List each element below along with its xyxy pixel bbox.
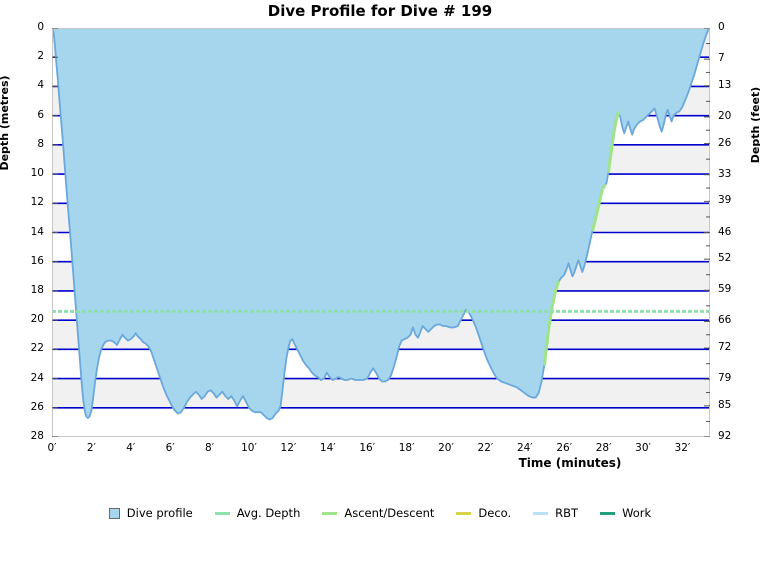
y-tick-left: 22	[30, 342, 44, 355]
legend-label: Avg. Depth	[236, 506, 301, 520]
chart-legend: Dive profile Avg. Depth Ascent/Descent Deco…	[0, 503, 760, 523]
legend-item[interactable]: Deco.	[456, 506, 511, 520]
y-tick-left: 14	[30, 225, 44, 238]
dive-profile-line	[52, 28, 710, 421]
y-tick-right: 13	[718, 78, 732, 91]
x-tick: 28′	[595, 442, 612, 454]
y-tick-left: 18	[30, 283, 44, 296]
ascent-descent-line	[542, 280, 560, 366]
legend-swatch-line-icon	[322, 511, 338, 515]
grid-band	[52, 378, 710, 408]
y-tick-right: 79	[718, 372, 732, 385]
x-tick: 32′	[674, 442, 691, 454]
legend-label: RBT	[555, 506, 579, 520]
x-tick: 6′	[165, 442, 175, 454]
legend-item[interactable]: Work	[600, 506, 651, 520]
x-tick: 12′	[280, 442, 297, 454]
legend-item[interactable]: Dive profile	[108, 506, 193, 520]
y-tick-left: 16	[30, 254, 44, 267]
x-tick: 0′	[47, 442, 57, 454]
y-tick-left: 0	[37, 21, 44, 33]
legend-swatch-box-icon	[108, 507, 120, 519]
x-tick: 14′	[319, 442, 336, 454]
x-tick: 20′	[438, 442, 454, 454]
dive-profile-area	[52, 28, 710, 420]
y-tick-right: 7	[718, 52, 725, 65]
x-tick: 4′	[126, 442, 136, 454]
legend-item[interactable]: Avg. Depth	[214, 506, 301, 520]
ascent-descent-line	[591, 184, 607, 232]
legend-swatch-line-icon	[600, 511, 616, 515]
y-tick-right: 92	[718, 430, 732, 442]
y-tick-right: 59	[718, 283, 732, 296]
y-tick-right: 46	[718, 225, 732, 238]
legend-label: Work	[622, 506, 652, 520]
x-axis-title: Time (minutes)	[518, 456, 622, 470]
y-tick-left: 8	[37, 137, 44, 150]
legend-label: Deco.	[478, 506, 512, 520]
y-tick-right: 52	[718, 252, 732, 265]
legend-swatch-line-icon	[456, 511, 472, 515]
y-tick-left: 24	[30, 371, 44, 384]
x-tick: 8′	[205, 442, 215, 454]
plot-area	[52, 28, 710, 437]
ascent-descent-line	[606, 111, 620, 173]
y-tick-right: 85	[718, 398, 732, 411]
y-tick-left: 20	[30, 313, 44, 326]
x-tick: 30′	[635, 442, 651, 454]
y-tick-right: 20	[718, 109, 732, 122]
x-tick: 24′	[516, 442, 533, 454]
legend-swatch-line-icon	[533, 511, 549, 515]
x-tick: 22′	[477, 442, 494, 454]
y-tick-left: 12	[30, 196, 44, 209]
legend-label: Dive profile	[126, 506, 193, 520]
page-title: Dive Profile for Dive # 199	[267, 2, 493, 20]
legend-item[interactable]: Ascent/Descent	[322, 506, 434, 520]
y-tick-right: 26	[718, 136, 732, 149]
y-tick-left: 10	[30, 167, 44, 180]
y-tick-left: 28	[30, 430, 44, 442]
legend-swatch-line-icon	[214, 511, 230, 515]
x-tick: 10′	[241, 442, 257, 454]
legend-item[interactable]: RBT	[533, 506, 578, 520]
x-tick: 16′	[359, 442, 376, 454]
plot-svg	[52, 28, 710, 437]
y-tick-left: 4	[37, 79, 44, 92]
y-tick-left: 26	[30, 400, 44, 413]
x-tick: 26′	[556, 442, 573, 454]
y-tick-right: 72	[718, 341, 732, 354]
y-tick-right: 0	[718, 21, 725, 33]
y-tick-left: 6	[37, 108, 44, 121]
y-tick-left: 2	[37, 50, 44, 63]
x-tick: 18′	[398, 442, 415, 454]
y-tick-right: 33	[718, 167, 732, 180]
y-tick-right: 66	[718, 314, 732, 327]
legend-label: Ascent/Descent	[344, 506, 435, 520]
y-tick-right: 39	[718, 194, 732, 207]
x-tick: 2′	[86, 442, 96, 454]
